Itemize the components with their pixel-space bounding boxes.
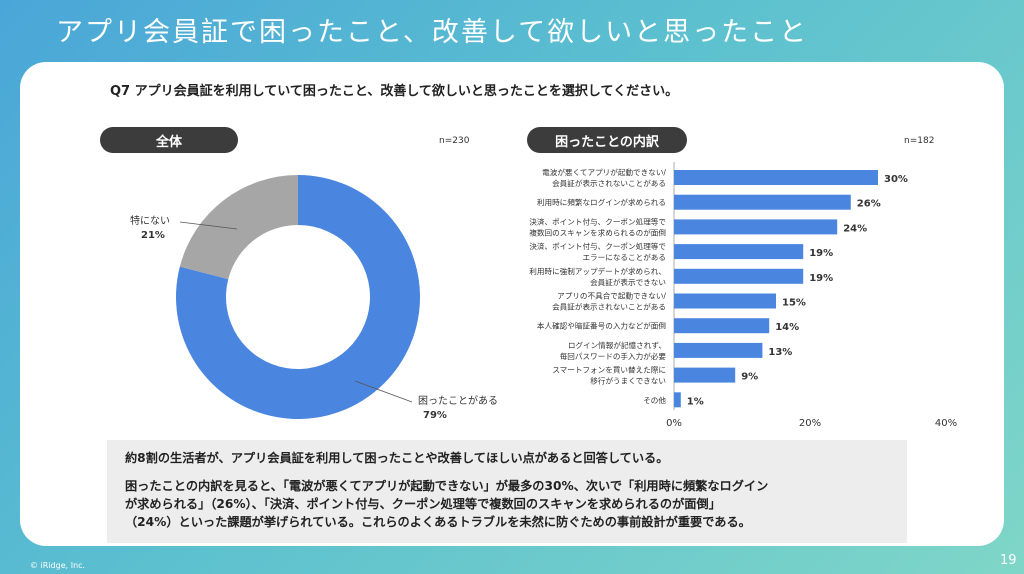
slide-title: アプリ会員証で困ったこと、改善して欲しいと思ったこと [56, 17, 809, 48]
category-label: その他 [643, 395, 666, 405]
bar-value-label: 14% [775, 322, 799, 333]
slice-value-label: 79% [423, 410, 447, 421]
bar [674, 244, 804, 260]
bar-value-label: 13% [768, 347, 792, 358]
category-label: 移行がうまくできない [590, 376, 666, 386]
donut-slice [179, 175, 298, 280]
bar-value-label: 30% [884, 174, 908, 185]
x-tick-label: 40% [935, 418, 957, 429]
summary-lead: 約8割の生活者が、アプリ会員証を利用して困ったことや改善してほしい点があると回答… [125, 451, 669, 465]
page-number: 19 [1000, 553, 1017, 568]
category-label: 電波が悪くてアプリが起動できない/ [542, 167, 666, 177]
bar [674, 342, 763, 358]
bar [674, 194, 851, 210]
slice-label: 困ったことがある [418, 394, 498, 407]
copyright: © iRidge, Inc. [30, 561, 86, 570]
bar [674, 268, 804, 284]
bar-value-label: 1% [687, 396, 704, 407]
breakdown-pill: 困ったことの内訳 [527, 127, 687, 153]
question-text: Q7 アプリ会員証を利用していて困ったこと、改善して欲しいと思ったことを選択して… [110, 84, 679, 99]
breakdown-sample-size: n=182 [904, 136, 935, 146]
bar [674, 293, 776, 309]
x-tick-label: 0% [666, 418, 682, 429]
callout-line [354, 380, 413, 403]
bar-value-label: 26% [857, 199, 881, 210]
bar [674, 367, 736, 383]
bar-value-label: 15% [782, 298, 806, 309]
category-label: 毎回パスワードの手入力が必要 [560, 351, 667, 361]
summary-line: が求められる」（26%）、「決済、ポイント付与、クーポン処理等で複数回のスキャン… [125, 497, 721, 511]
bar [674, 392, 681, 408]
category-label: 会員証が表示できない [590, 277, 666, 287]
bar-value-label: 19% [809, 273, 833, 284]
category-label: 本人確認や暗証番号の入力などが面倒 [537, 321, 666, 331]
category-label: 決済、ポイント付与、クーポン処理等で [529, 241, 666, 251]
slice-value-label: 21% [141, 230, 165, 241]
category-label: スマートフォンを買い替えた際に [552, 365, 666, 375]
callout-line [179, 221, 238, 230]
summary-line: （24%）といった課題が挙げられている。これらのよくあるトラブルを未然に防ぐため… [125, 515, 751, 529]
bar [674, 170, 878, 185]
summary-line: 困ったことの内訳を見ると、「電波が悪くてアプリが起動できない」が最多の30%、次… [125, 479, 769, 493]
bar-value-label: 9% [741, 372, 758, 383]
bar [674, 318, 770, 334]
category-label: 複数回のスキャンを求められるのが面倒 [529, 227, 666, 237]
category-label: 決済、ポイント付与、クーポン処理等で [529, 216, 666, 226]
bar-value-label: 24% [843, 223, 867, 234]
bar-value-label: 19% [809, 248, 833, 259]
category-label: ログイン情報が記憶されず、 [568, 340, 666, 350]
summary-box: 約8割の生活者が、アプリ会員証を利用して困ったことや改善してほしい点があると回答… [107, 440, 907, 543]
category-label: 利用時に強制アップデートが求められ、 [529, 266, 666, 276]
category-label: エラーになることがある [582, 252, 666, 262]
category-label: 会員証が表示されないことがある [552, 178, 666, 188]
overall-sample-size: n=230 [439, 136, 470, 146]
overall-pill: 全体 [100, 127, 238, 153]
donut-slice [175, 175, 420, 419]
bar [674, 219, 838, 235]
category-label: 利用時に頻繁なログインが求められる [537, 197, 666, 207]
category-label: 会員証が表示されないことがある [552, 302, 666, 312]
x-tick-label: 20% [799, 418, 821, 429]
category-label: アプリの不具合で起動できない/ [557, 291, 666, 301]
slice-label: 特にない [130, 215, 170, 227]
